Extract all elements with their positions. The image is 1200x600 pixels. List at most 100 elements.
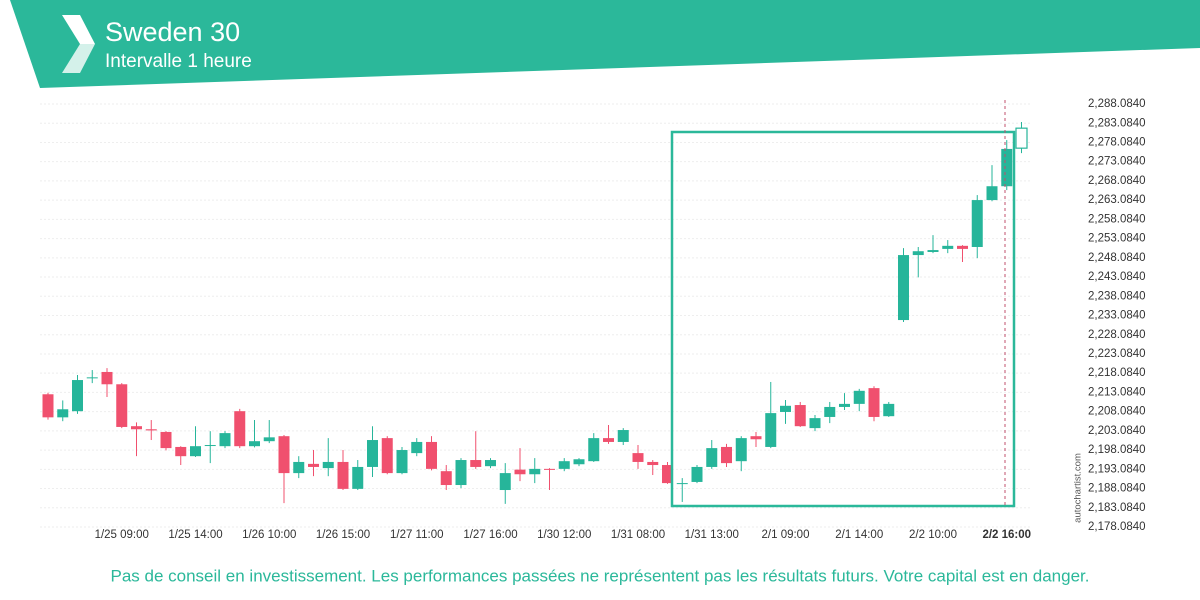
x-tick-label: 1/27 16:00 bbox=[463, 529, 517, 541]
candle-body bbox=[558, 461, 570, 469]
y-tick-label: 2,243.0840 bbox=[1088, 271, 1146, 283]
candle-body bbox=[101, 371, 113, 385]
x-tick-label: 1/26 15:00 bbox=[316, 529, 370, 541]
candle-body bbox=[426, 441, 437, 469]
candle-body bbox=[912, 251, 924, 256]
candle-body bbox=[824, 406, 836, 417]
candle-body bbox=[868, 388, 880, 417]
candle-body bbox=[780, 405, 791, 412]
candle-body bbox=[190, 446, 201, 457]
candle-body bbox=[662, 465, 673, 484]
y-tick-label: 2,253.0840 bbox=[1088, 233, 1146, 245]
candle-body bbox=[809, 418, 821, 429]
candle-body bbox=[927, 250, 939, 252]
x-tick-label: 1/31 13:00 bbox=[685, 529, 739, 541]
logo-bottom bbox=[62, 44, 95, 73]
candle-body bbox=[86, 377, 98, 379]
candle-body bbox=[175, 446, 187, 457]
candle-body bbox=[145, 429, 157, 431]
header-banner bbox=[10, 0, 1200, 88]
candle-body bbox=[632, 453, 644, 462]
candle-body bbox=[765, 413, 777, 447]
plot: 2,178.0840 2,183.0840 2,188.0840 2,193.0840… bbox=[40, 98, 1146, 541]
candle-body bbox=[485, 460, 496, 467]
y-tick-label: 2,188.0840 bbox=[1088, 483, 1146, 495]
candle-body bbox=[691, 466, 703, 482]
x-tick-label: 2/1 09:00 bbox=[762, 529, 810, 541]
y-tick-label: 2,178.0840 bbox=[1088, 521, 1146, 533]
candle-body bbox=[647, 461, 659, 466]
candle-body bbox=[278, 436, 290, 474]
y-tick-label: 2,288.0840 bbox=[1088, 98, 1146, 110]
candle-body bbox=[1015, 127, 1028, 149]
logo-top bbox=[62, 15, 95, 44]
y-tick-label: 2,193.0840 bbox=[1088, 463, 1146, 475]
candle-body bbox=[352, 466, 364, 489]
y-tick-label: 2,203.0840 bbox=[1088, 425, 1146, 437]
candle-body bbox=[853, 390, 865, 404]
candle-body bbox=[131, 426, 142, 430]
candle-body bbox=[219, 433, 231, 447]
x-tick-label: 2/2 10:00 bbox=[909, 529, 957, 541]
y-tick-label: 2,263.0840 bbox=[1088, 194, 1146, 206]
y-tick-label: 2,278.0840 bbox=[1088, 136, 1146, 148]
candle-body bbox=[263, 437, 275, 442]
x-tick-label: 2/2 16:00 bbox=[982, 529, 1031, 541]
candle-body bbox=[794, 405, 806, 427]
candle-body bbox=[499, 473, 511, 491]
candle-body bbox=[42, 394, 54, 418]
candle-body bbox=[573, 459, 585, 465]
candle-body bbox=[411, 441, 423, 454]
candle-body bbox=[440, 471, 452, 486]
candle-body bbox=[1001, 148, 1013, 187]
candle-body bbox=[942, 245, 954, 249]
pattern-box bbox=[670, 130, 1016, 508]
x-tick-label: 2/1 14:00 bbox=[835, 529, 883, 541]
candle-body bbox=[514, 469, 526, 475]
subtitle: Intervalle 1 heure bbox=[105, 51, 252, 72]
y-tick-label: 2,223.0840 bbox=[1088, 348, 1146, 360]
y-tick-label: 2,248.0840 bbox=[1088, 252, 1146, 264]
candle-body bbox=[957, 245, 968, 249]
y-tick-label: 2,238.0840 bbox=[1088, 290, 1146, 302]
candle-body bbox=[455, 460, 467, 486]
y-tick-label: 2,183.0840 bbox=[1088, 502, 1146, 514]
y-tick-label: 2,258.0840 bbox=[1088, 213, 1146, 225]
candle-body bbox=[898, 255, 909, 321]
candle-body bbox=[986, 186, 998, 201]
candle-body bbox=[116, 384, 128, 427]
x-tick-label: 1/30 12:00 bbox=[537, 529, 591, 541]
candle-body bbox=[293, 461, 305, 474]
candle-body bbox=[160, 431, 172, 449]
y-tick-label: 2,233.0840 bbox=[1088, 310, 1146, 322]
candle-body bbox=[249, 441, 260, 447]
candle-body bbox=[470, 460, 482, 467]
y-tick-label: 2,218.0840 bbox=[1088, 367, 1146, 379]
y-tick-label: 2,273.0840 bbox=[1088, 156, 1146, 168]
y-tick-label: 2,268.0840 bbox=[1088, 175, 1146, 187]
candle-body bbox=[396, 450, 408, 474]
candle-body bbox=[971, 200, 983, 247]
candle-body bbox=[750, 436, 762, 440]
candle-body bbox=[544, 468, 555, 470]
candle-body bbox=[721, 446, 732, 464]
candle-body bbox=[839, 403, 850, 407]
candle-body bbox=[706, 448, 718, 467]
x-tick-label: 1/25 09:00 bbox=[95, 529, 149, 541]
candle-body bbox=[381, 438, 393, 474]
candle-body bbox=[234, 411, 246, 447]
candle-body bbox=[883, 403, 895, 417]
x-tick-label: 1/31 08:00 bbox=[611, 529, 665, 541]
candle-body bbox=[735, 438, 747, 462]
y-tick-label: 2,283.0840 bbox=[1088, 117, 1146, 129]
candle-body bbox=[617, 430, 629, 442]
candle-body bbox=[57, 409, 69, 418]
candle-body bbox=[529, 468, 541, 475]
x-tick-label: 1/26 10:00 bbox=[242, 529, 296, 541]
candle-body bbox=[308, 463, 319, 467]
candle-body bbox=[204, 445, 216, 447]
title: Sweden 30 bbox=[105, 17, 240, 47]
x-tick-label: 1/25 14:00 bbox=[168, 529, 222, 541]
y-tick-label: 2,208.0840 bbox=[1088, 406, 1146, 418]
